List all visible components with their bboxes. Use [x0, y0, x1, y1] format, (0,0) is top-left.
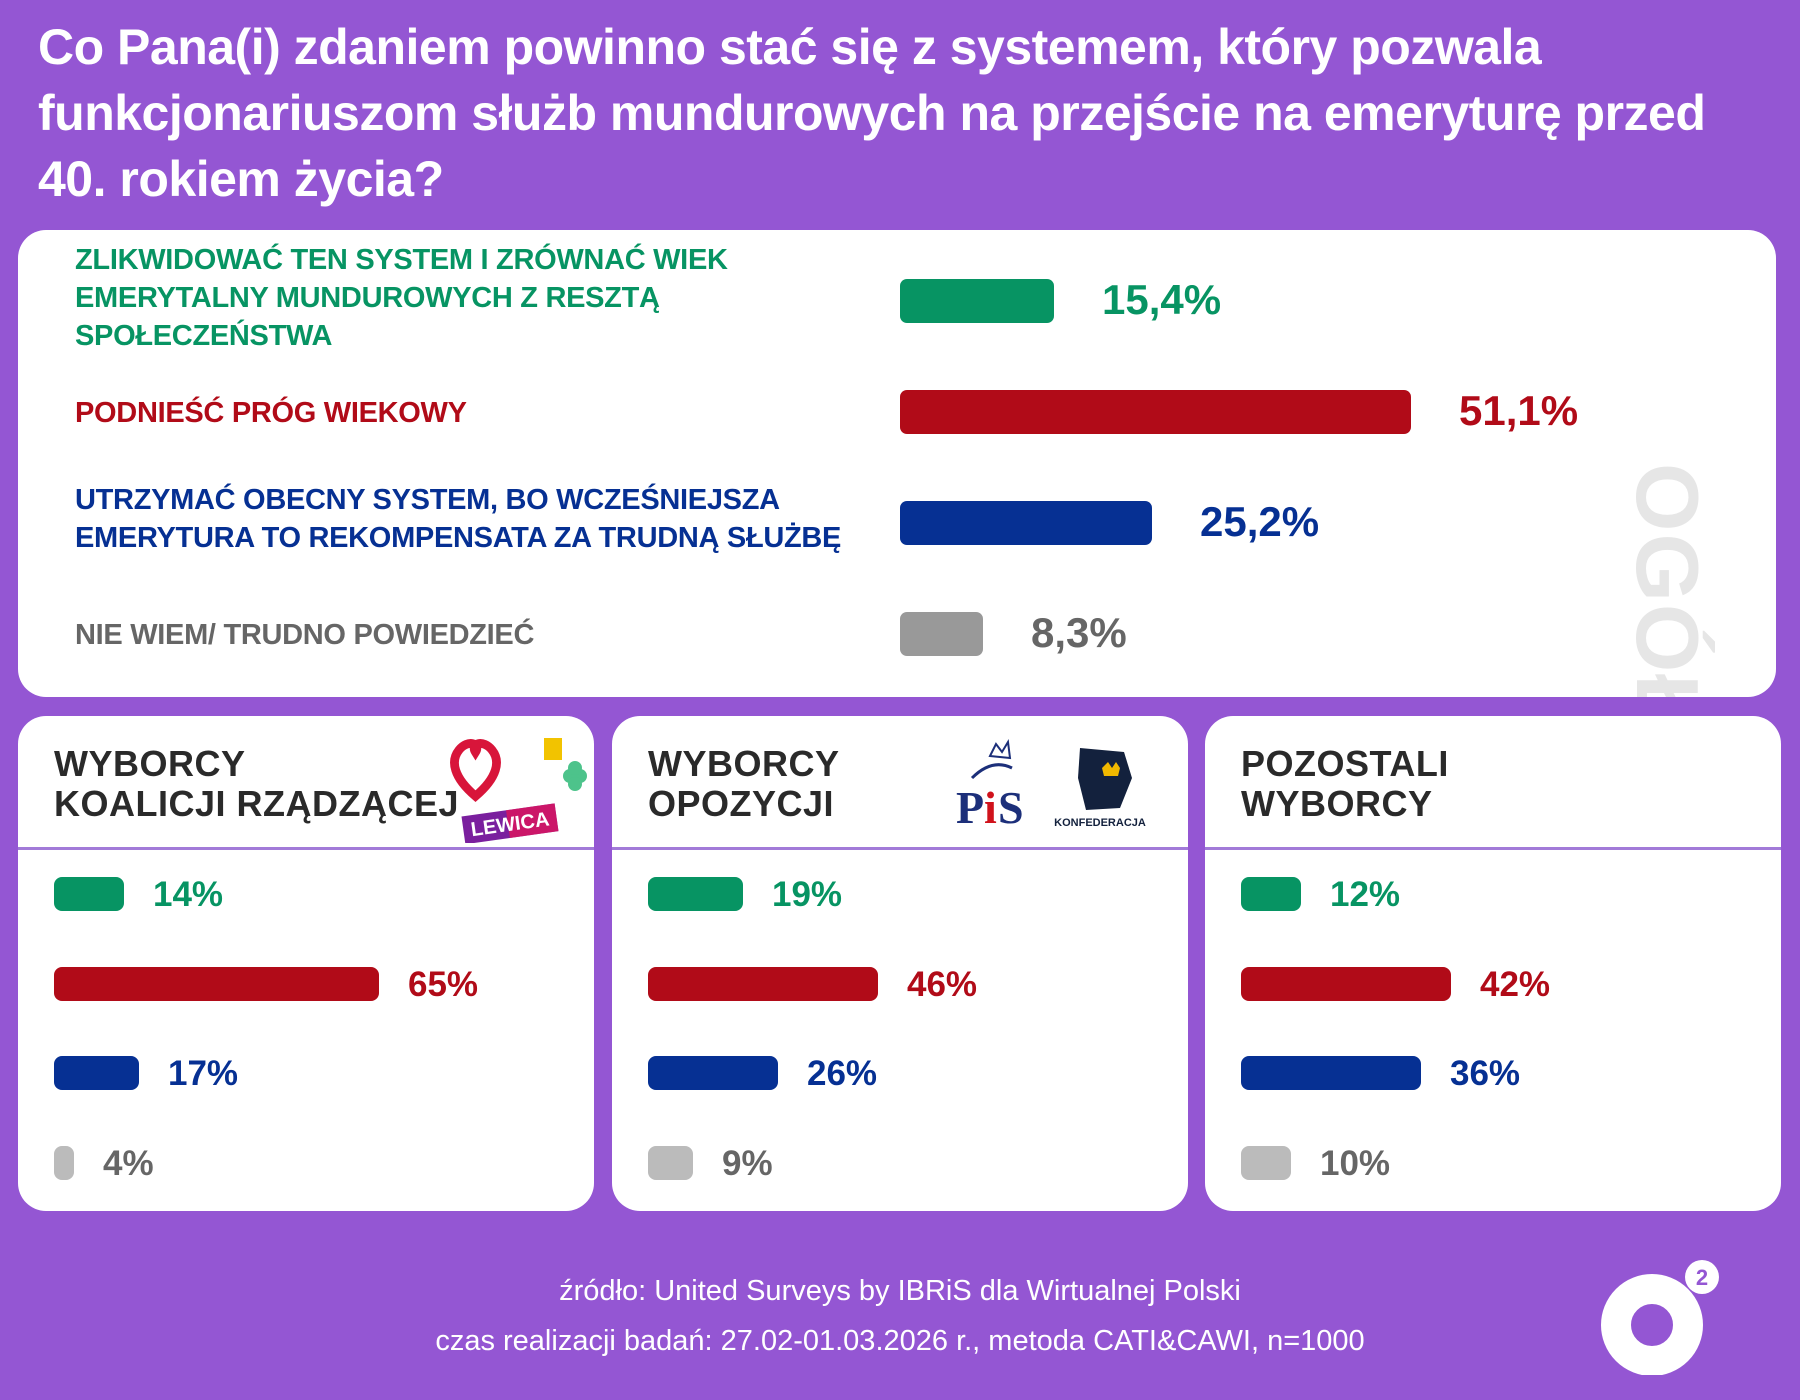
method-note: czas realizacji badań: 27.02-01.03.2026 … — [435, 1325, 1365, 1357]
source-note: źródło: United Surveys by IBRiS dla Wirt… — [559, 1275, 1241, 1307]
category-label: PODNIEŚĆ PRÓG WIEKOWY — [75, 397, 467, 429]
value-label: 17% — [168, 1054, 239, 1093]
bar-2 — [54, 1056, 139, 1090]
bar-2 — [900, 501, 1152, 545]
bar-1 — [1241, 967, 1451, 1001]
bar-3 — [648, 1146, 693, 1180]
overall-panel: OGÓŁEM 15,4% ZLIKWIDOWAĆ TEN SYSTEM I ZRÓ… — [18, 230, 1776, 697]
panel-title: WYBORCY KOALICJI RZĄDZĄCEJ — [54, 743, 460, 824]
value-label: 42% — [1480, 965, 1551, 1004]
opposition-voters-panel: WYBORCY OPOZYCJI P i S KONFEDERACJA 19% 46… — [612, 716, 1188, 1211]
bar-1 — [900, 390, 1411, 434]
coalition-logos-icon: LEWICA — [450, 738, 587, 843]
bar-3 — [54, 1146, 74, 1180]
bar-2 — [1241, 1056, 1421, 1090]
category-label: ZLIKWIDOWAĆ TEN SYSTEM I ZRÓWNAĆ WIEK EM… — [75, 244, 728, 352]
svg-text:i: i — [984, 782, 997, 833]
bar-0 — [1241, 877, 1301, 911]
category-label: UTRZYMAĆ OBECNY SYSTEM, BO WCZEŚNIEJSZA … — [75, 484, 842, 554]
svg-text:KONFEDERACJA: KONFEDERACJA — [1054, 817, 1146, 829]
value-label: 10% — [1320, 1144, 1391, 1183]
o2-logo-icon: 2 — [1601, 1260, 1719, 1375]
other-voters-panel: POZOSTALI WYBORCY 12% 42% 36% 10% — [1205, 716, 1781, 1211]
divider — [1205, 847, 1781, 850]
value-label: 19% — [772, 875, 843, 914]
svg-text:S: S — [998, 782, 1024, 833]
overall-watermark: OGÓŁEM — [1618, 463, 1717, 697]
page-title: Co Pana(i) zdaniem powinno stać się z sy… — [38, 19, 1706, 207]
svg-text:P: P — [956, 782, 984, 833]
divider — [18, 847, 594, 850]
value-label: 4% — [103, 1144, 154, 1183]
value-label: 25,2% — [1200, 498, 1320, 545]
value-label: 15,4% — [1102, 276, 1222, 323]
value-label: 9% — [722, 1144, 773, 1183]
svg-text:2: 2 — [1696, 1265, 1708, 1290]
value-label: 36% — [1450, 1054, 1521, 1093]
value-label: 8,3% — [1031, 609, 1127, 656]
bar-1 — [54, 967, 379, 1001]
coalition-voters-panel: WYBORCY KOALICJI RZĄDZĄCEJ LEWICA 14% 65% 1… — [18, 716, 594, 1211]
bar-3 — [1241, 1146, 1291, 1180]
value-label: 12% — [1330, 875, 1401, 914]
panel-title: WYBORCY OPOZYCJI — [648, 743, 840, 824]
opposition-logos-icon: P i S KONFEDERACJA — [956, 739, 1146, 833]
bar-2 — [648, 1056, 778, 1090]
bar-0 — [648, 877, 743, 911]
bar-3 — [900, 612, 983, 656]
bar-0 — [900, 279, 1054, 323]
divider — [612, 847, 1188, 850]
value-label: 51,1% — [1459, 387, 1579, 434]
bar-1 — [648, 967, 878, 1001]
bar-0 — [54, 877, 124, 911]
category-label: NIE WIEM/ TRUDNO POWIEDZIEĆ — [75, 619, 535, 651]
value-label: 46% — [907, 965, 978, 1004]
value-label: 14% — [153, 875, 224, 914]
value-label: 65% — [408, 965, 479, 1004]
panel-title: POZOSTALI WYBORCY — [1241, 743, 1449, 824]
value-label: 26% — [807, 1054, 878, 1093]
